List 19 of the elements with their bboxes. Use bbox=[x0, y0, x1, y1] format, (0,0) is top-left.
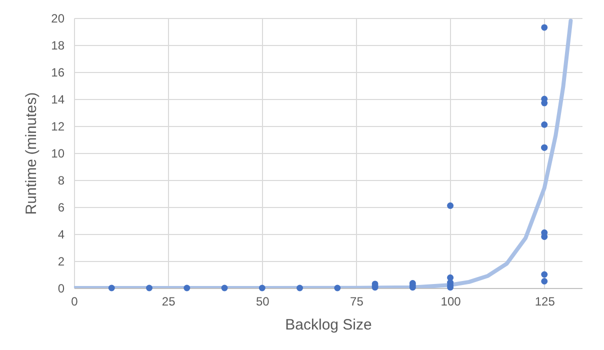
y-tick-label: 14 bbox=[51, 92, 65, 106]
x-tick-label: 50 bbox=[256, 294, 270, 308]
y-tick-label: 16 bbox=[51, 66, 65, 80]
y-tick-label: 2 bbox=[58, 254, 65, 268]
y-tick-label: 18 bbox=[51, 38, 65, 52]
x-tick-label: 75 bbox=[350, 294, 364, 308]
y-tick-label: 10 bbox=[51, 146, 65, 160]
x-tick-label: 25 bbox=[162, 294, 176, 308]
x-tick-label: 100 bbox=[440, 294, 462, 308]
y-tick-label: 0 bbox=[58, 282, 65, 296]
y-tick-label: 12 bbox=[51, 120, 65, 134]
y-tick-label: 20 bbox=[51, 12, 65, 26]
y-axis-title: Runtime (minutes) bbox=[23, 92, 40, 215]
x-axis-title: Backlog Size bbox=[285, 316, 372, 334]
x-tick-label: 0 bbox=[71, 294, 78, 308]
y-tick-label: 4 bbox=[58, 228, 65, 242]
y-tick-label: 8 bbox=[58, 174, 65, 188]
x-tick-label: 125 bbox=[534, 294, 556, 308]
y-tick-label: 6 bbox=[58, 200, 65, 214]
